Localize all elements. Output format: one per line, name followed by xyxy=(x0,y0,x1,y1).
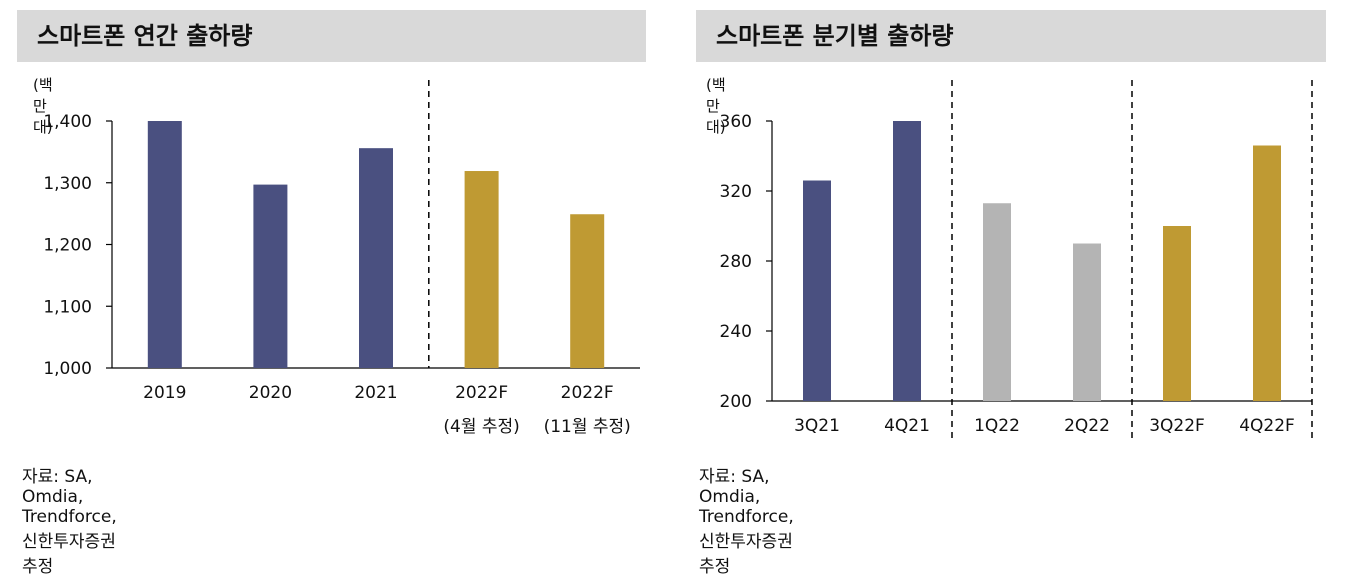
annual-y-tick-label: 1,400 xyxy=(43,112,92,132)
quarterly-unit-label: (백만대) xyxy=(706,76,726,136)
quarterly-shipments-chart: 200 240 280 320 360 3Q21 4Q21 1Q22 2Q22 3Q22F 4Q22… xyxy=(720,80,1313,441)
quarterly-y-tick-label: 360 xyxy=(720,112,752,132)
quarterly-bar xyxy=(1253,145,1281,401)
annual-y-tick-label: 1,100 xyxy=(43,297,92,317)
quarterly-x-tick-label: 1Q22 xyxy=(974,416,1020,436)
annual-y-tick-label: 1,300 xyxy=(43,174,92,194)
annual-bar xyxy=(147,121,182,368)
annual-x-tick-label: 2022F xyxy=(455,383,508,403)
annual-x-tick-sublabel: (4월 추정) xyxy=(443,417,519,437)
annual-shipments-chart: 1,000 1,100 1,200 1,300 1,400 2019 2020 2021 202… xyxy=(43,80,640,437)
annual-x-tick-label: 2022F xyxy=(561,383,614,403)
quarterly-y-tick-label: 200 xyxy=(720,392,752,412)
quarterly-bar xyxy=(983,203,1011,401)
quarterly-bar xyxy=(1073,243,1101,401)
annual-source-note: 자료: SA, Omdia, Trendforce, 신한투자증권 추정 xyxy=(22,467,117,577)
quarterly-source-note: 자료: SA, Omdia, Trendforce, 신한투자증권 추정 xyxy=(699,467,794,577)
annual-x-tick-label: 2020 xyxy=(249,383,292,403)
quarterly-x-tick-label: 4Q22F xyxy=(1239,416,1295,436)
quarterly-x-tick-label: 2Q22 xyxy=(1064,416,1110,436)
quarterly-x-tick-label: 3Q21 xyxy=(794,416,840,436)
annual-x-tick-label: 2021 xyxy=(354,383,397,403)
quarterly-x-tick-label: 4Q21 xyxy=(884,416,930,436)
annual-bar xyxy=(253,184,288,368)
quarterly-bar xyxy=(893,121,921,401)
annual-unit-label: (백만대) xyxy=(33,76,53,136)
annual-y-tick-label: 1,000 xyxy=(43,359,92,379)
annual-x-tick-label: 2019 xyxy=(143,383,186,403)
quarterly-chart-title: 스마트폰 분기별 출하량 xyxy=(696,10,1326,62)
quarterly-y-tick-label: 320 xyxy=(720,182,752,202)
annual-chart-title: 스마트폰 연간 출하량 xyxy=(17,10,646,62)
annual-y-tick-label: 1,200 xyxy=(43,236,92,256)
annual-bar xyxy=(359,148,393,368)
annual-bar xyxy=(570,214,605,368)
quarterly-x-tick-label: 3Q22F xyxy=(1149,416,1205,436)
quarterly-y-tick-label: 240 xyxy=(720,322,752,342)
annual-x-tick-sublabel: (11월 추정) xyxy=(544,417,631,437)
annual-bar xyxy=(464,171,499,368)
quarterly-bar xyxy=(1163,226,1191,401)
quarterly-bar xyxy=(803,180,831,401)
quarterly-y-tick-label: 280 xyxy=(720,252,752,272)
